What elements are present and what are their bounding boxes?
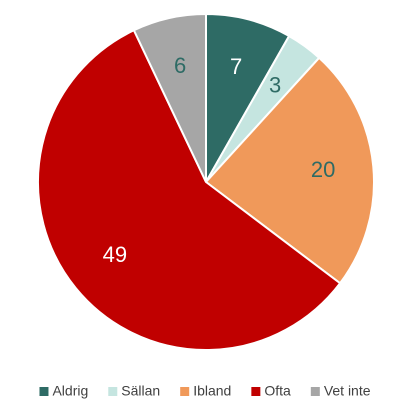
slice-label: 20: [311, 157, 335, 182]
legend-label: Sällan: [121, 383, 160, 399]
pie-slice: [204, 56, 375, 285]
legend-label: Ibland: [193, 383, 231, 399]
legend-label: Aldrig: [52, 383, 88, 399]
legend-label: Ofta: [264, 383, 291, 399]
pie-slice: [37, 28, 342, 351]
legend-swatch: [180, 387, 190, 396]
legend-swatch: [39, 387, 49, 396]
legend: Aldrig Sällan Ibland Ofta Vet inte: [39, 383, 371, 399]
slice-label: 6: [174, 53, 186, 78]
pie-slice: [205, 12, 291, 186]
legend-label: Vet inte: [324, 383, 371, 399]
slice-label: 7: [230, 54, 242, 79]
pie-slice: [132, 12, 207, 183]
slice-label: 49: [103, 242, 127, 267]
legend-swatch: [108, 387, 118, 396]
legend-swatch: [310, 387, 320, 396]
slice-label: 3: [269, 73, 281, 98]
legend-swatch: [251, 387, 261, 396]
